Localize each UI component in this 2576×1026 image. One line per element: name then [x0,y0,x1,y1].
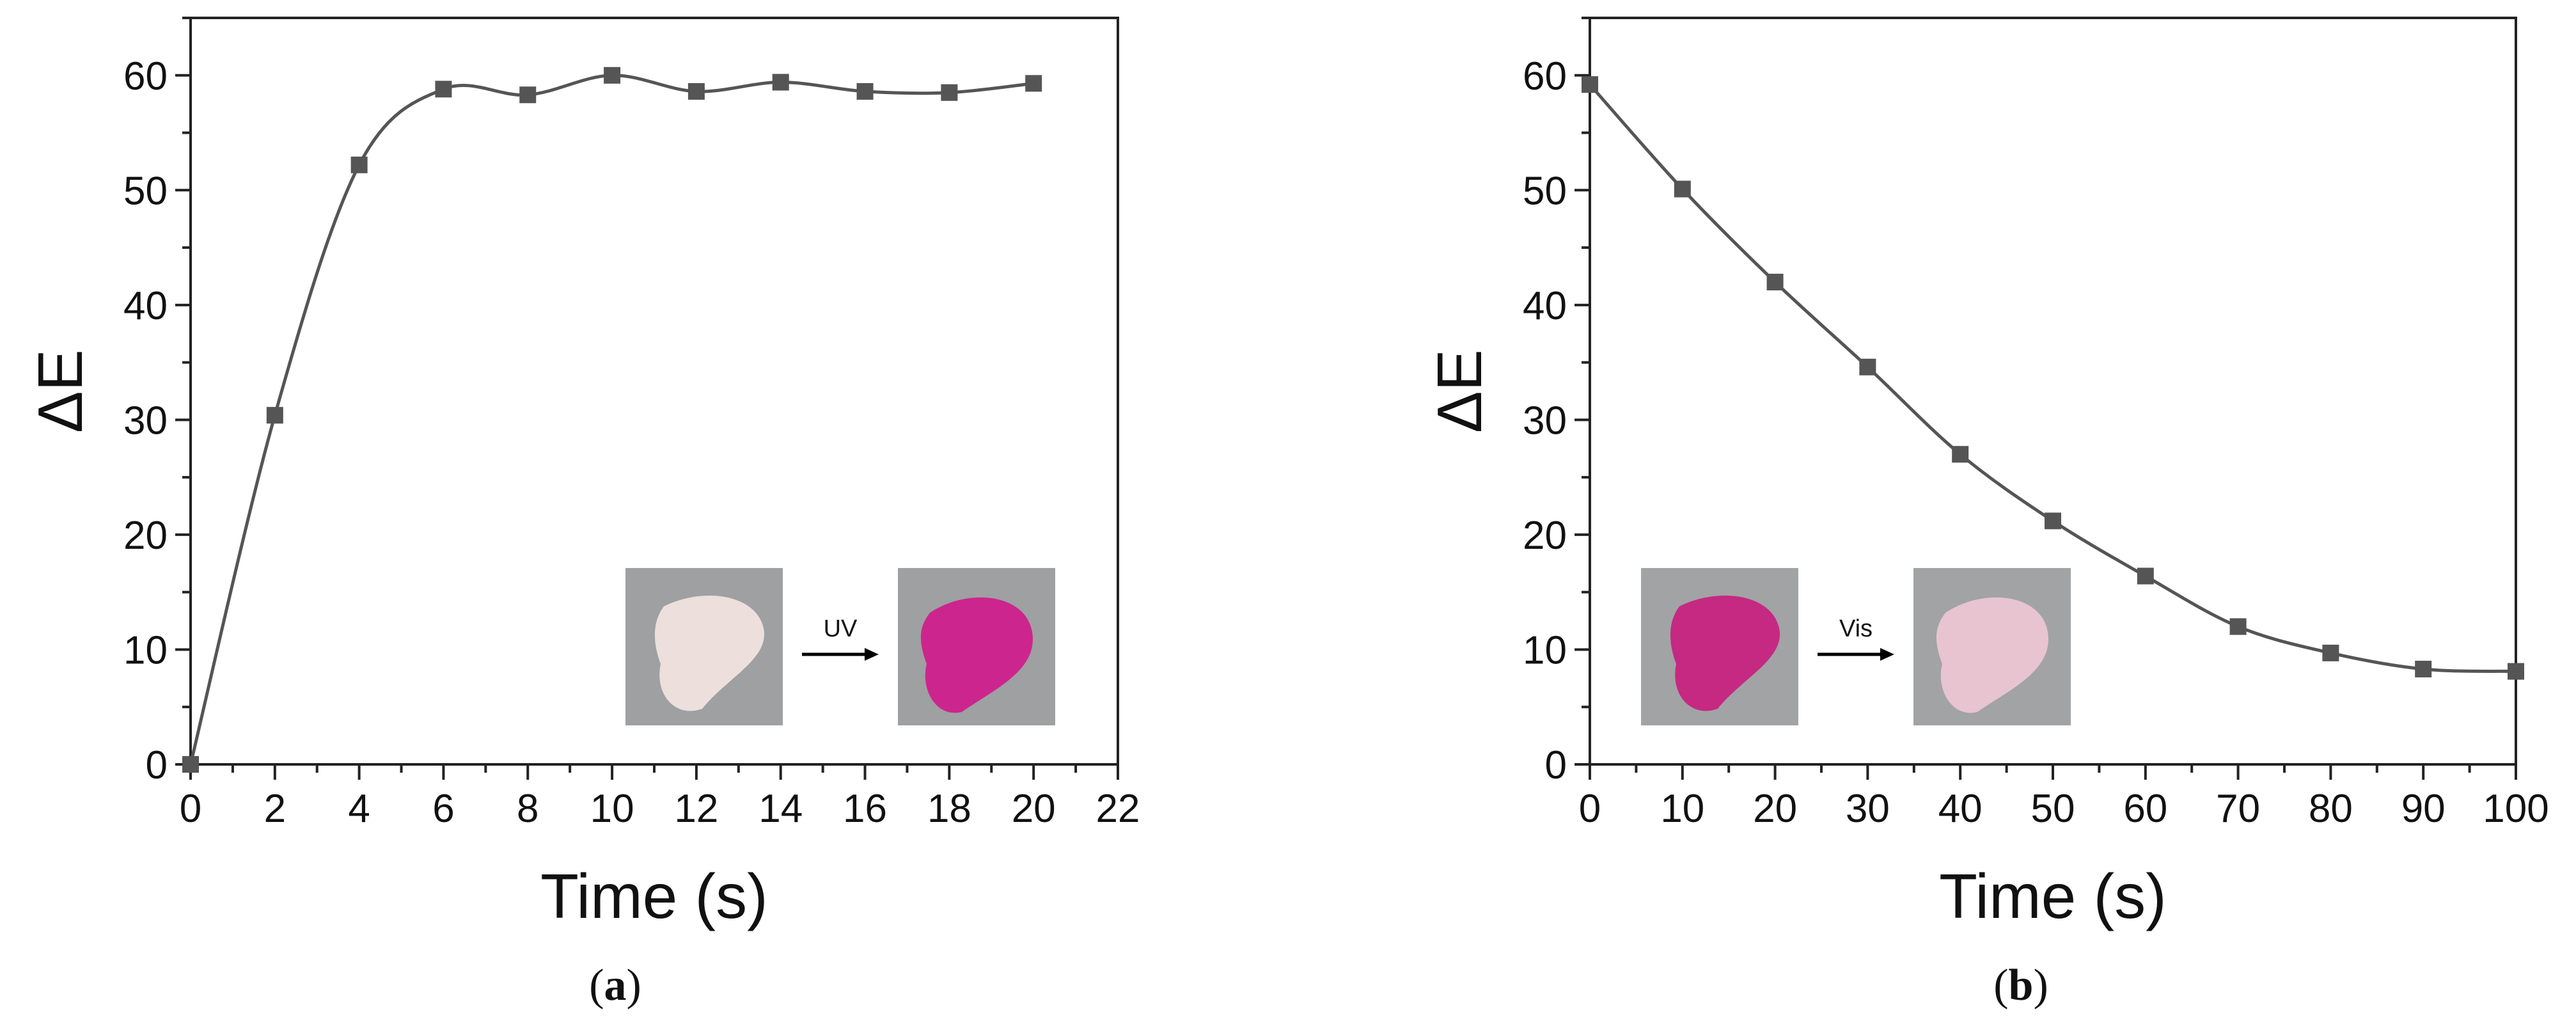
y-axis-title: ΔE [25,349,95,433]
arrow-label: Vis [1839,615,1873,642]
data-point-marker [2322,644,2339,661]
x-tick-label: 12 [674,787,718,831]
data-point-marker [519,86,537,104]
y-axis-title: ΔE [1424,349,1495,433]
panel-label-open-paren: ( [589,961,604,1010]
y-tick-label: 50 [123,169,168,213]
data-point-marker [1859,358,1876,375]
x-tick-label: 14 [758,787,803,831]
data-point-marker [772,74,789,91]
x-tick-label: 70 [2216,787,2260,831]
chart-panel-a: 0 2 4 6 8 10 12 14 16 18 20 22 0 10 20 30 40 50 60 Time (s)… [25,17,1140,1010]
x-tick-label: 20 [1012,787,1056,831]
x-tick-label: 30 [1846,787,1890,831]
panel-label: (a) [589,961,641,1010]
powder-before-shape [654,596,765,711]
arrow-head-icon [865,648,879,661]
y-tick-label: 10 [1523,628,1567,672]
data-point-marker [2137,567,2154,585]
y-tick-label: 60 [123,54,168,99]
chart-panel-b: 0 10 20 30 40 50 60 70 80 90 100 0 10 20 30 40 50 60 Time … [1424,17,2549,1010]
y-tick-label: 30 [1523,399,1567,443]
panel-label-letter: b [2009,961,2034,1010]
data-point-marker [2229,618,2247,635]
x-tick-label: 4 [348,787,370,831]
data-point-marker [1582,76,1598,93]
x-tick-label: 22 [1096,787,1140,831]
x-axis-title: Time (s) [540,861,768,931]
data-point-marker [435,81,452,98]
data-point-marker [2415,660,2432,677]
data-point-marker [1025,75,1042,92]
x-tick-label: 18 [927,787,971,831]
data-point-marker [1766,273,1784,290]
data-point-marker [2045,512,2061,530]
x-tick-label: 60 [2123,787,2167,831]
x-tick-label: 0 [1579,787,1601,831]
x-tick-label: 90 [2401,787,2446,831]
x-tick-label: 20 [1753,787,1797,831]
data-point-marker [1952,446,1969,463]
data-point-marker [604,67,621,84]
y-tick-label: 0 [1545,743,1567,787]
panel-label-open-paren: ( [1993,961,2008,1010]
y-tick-label: 40 [1523,284,1567,328]
data-point-marker [941,84,958,101]
data-point-marker [1674,180,1691,198]
x-tick-label: 8 [517,787,538,831]
x-axis-title: Time (s) [1939,861,2167,931]
data-point-marker [350,156,368,173]
series-line [1589,83,2517,674]
x-tick-label: 16 [843,787,887,831]
arrow-head-icon [1880,648,1894,661]
arrow-label: UV [824,615,858,642]
y-tick-label: 30 [123,399,168,443]
data-point-marker [2508,663,2524,680]
x-tick-label: 100 [2483,787,2549,831]
x-tick-label: 2 [264,787,286,831]
y-tick-label: 10 [123,628,168,672]
x-tick-label: 10 [590,787,634,831]
data-point-marker [687,83,705,100]
x-tick-label: 10 [1660,787,1704,831]
powder-before-shape [1670,596,1780,711]
data-point-marker [182,756,199,773]
panel-label-letter: a [604,961,627,1010]
y-tick-label: 0 [146,743,168,787]
x-tick-label: 0 [180,787,201,831]
y-tick-label: 20 [123,514,168,558]
y-tick-label: 50 [1523,169,1567,213]
panel-label-close-paren: ) [627,961,641,1010]
y-tick-label: 40 [123,284,168,328]
powder-after-shape [920,597,1033,713]
panel-label-close-paren: ) [2033,961,2048,1010]
x-tick-label: 80 [2309,787,2353,831]
panel-label: (b) [1993,961,2048,1010]
y-tick-label: 20 [1523,514,1567,558]
data-point-marker [856,83,874,100]
data-point-marker [266,407,283,424]
inset-photos: Vis [1641,568,2071,725]
powder-after-shape [1936,597,2048,713]
y-tick-label: 60 [1523,54,1567,99]
inset-photos: UV [625,568,1055,725]
x-tick-label: 50 [2031,787,2075,831]
x-tick-label: 6 [432,787,454,831]
x-tick-label: 40 [1938,787,1983,831]
